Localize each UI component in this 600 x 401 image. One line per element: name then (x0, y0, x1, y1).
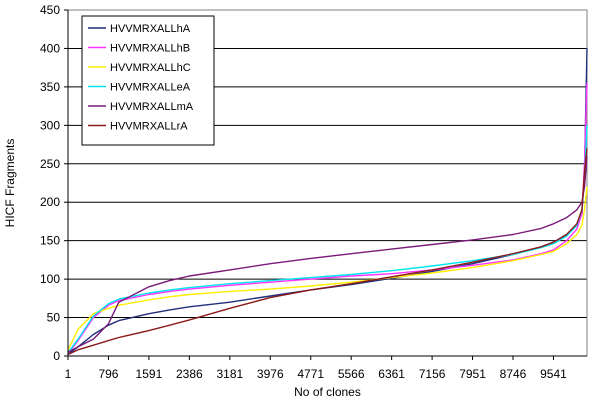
series-line-HVVMRXALLhC (67, 186, 588, 351)
y-tick-label: 50 (47, 311, 61, 325)
x-tick-label: 2386 (176, 367, 203, 381)
x-tick-label: 3976 (257, 367, 284, 381)
y-tick-label: 0 (53, 349, 60, 363)
x-tick-label: 8746 (500, 367, 527, 381)
legend-box (81, 15, 215, 146)
legend-label: HVVMRXALLhA (110, 23, 191, 35)
x-axis-title: No of clones (294, 385, 361, 399)
series-lines (67, 48, 588, 356)
y-tick-label: 400 (40, 41, 60, 55)
x-tick-label: 6361 (378, 367, 405, 381)
legend-label: HVVMRXALLhC (110, 62, 191, 74)
legend-label: HVVMRXALLeA (110, 82, 191, 94)
legend-label: HVVMRXALLrA (110, 121, 188, 133)
legend-label: HVVMRXALLhB (110, 43, 190, 55)
x-tick-label: 7951 (459, 367, 486, 381)
y-tick-label: 100 (40, 272, 60, 286)
x-tick-label: 5566 (338, 367, 365, 381)
legend-label: HVVMRXALLmA (110, 101, 194, 113)
y-tick-label: 300 (40, 118, 60, 132)
series-line-HVVMRXALLeA (67, 125, 588, 354)
series-line-HVVMRXALLrA (67, 148, 588, 356)
y-tick-label: 350 (40, 80, 60, 94)
y-axis-title: HICF Fragments (3, 139, 17, 228)
x-tick-label: 3181 (216, 367, 243, 381)
y-tick-label: 450 (40, 3, 60, 17)
legend: HVVMRXALLhA HVVMRXALLhB HVVMRXALLhC HVVMRXA… (81, 15, 215, 146)
x-tick-label: 796 (98, 367, 118, 381)
axes: 0 50 100 150 200 250 300 350 400 450 1 796 1591 2386 3… (40, 3, 587, 381)
x-tick-label: 9541 (540, 367, 567, 381)
x-tick-label: 1 (65, 367, 72, 381)
y-tick-label: 200 (40, 195, 60, 209)
y-tick-label: 150 (40, 234, 60, 248)
x-tick-label: 4771 (297, 367, 324, 381)
y-tick-label: 250 (40, 157, 60, 171)
x-tick-label: 1591 (136, 367, 163, 381)
series-line-HVVMRXALLhB (67, 82, 588, 355)
x-tick-label: 7156 (419, 367, 446, 381)
series-line-HVVMRXALLmA (67, 156, 588, 353)
